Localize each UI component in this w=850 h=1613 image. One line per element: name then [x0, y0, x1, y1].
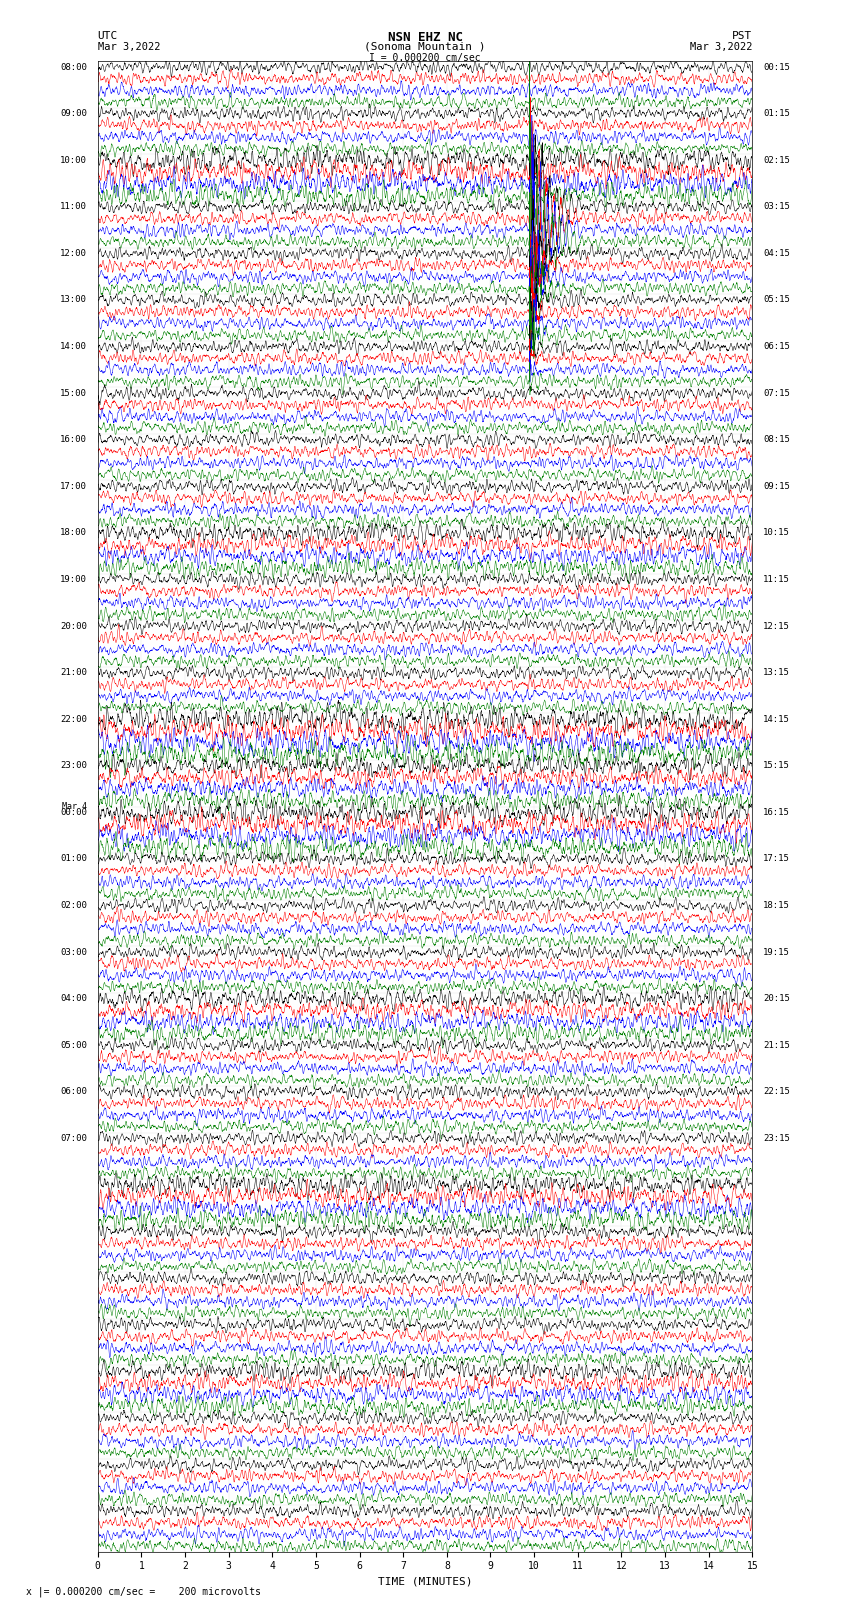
- Text: 17:00: 17:00: [60, 482, 87, 490]
- Text: UTC: UTC: [98, 31, 118, 40]
- Text: 04:15: 04:15: [763, 248, 790, 258]
- Text: NSN EHZ NC: NSN EHZ NC: [388, 31, 462, 44]
- Text: 21:15: 21:15: [763, 1040, 790, 1050]
- Text: 23:00: 23:00: [60, 761, 87, 771]
- Text: 12:00: 12:00: [60, 248, 87, 258]
- Text: 20:00: 20:00: [60, 621, 87, 631]
- Text: 00:00: 00:00: [60, 808, 87, 816]
- Text: 14:00: 14:00: [60, 342, 87, 352]
- Text: 01:15: 01:15: [763, 110, 790, 118]
- Text: (Sonoma Mountain ): (Sonoma Mountain ): [365, 42, 485, 52]
- Text: 14:15: 14:15: [763, 715, 790, 724]
- Text: 12:15: 12:15: [763, 621, 790, 631]
- Text: Mar 3,2022: Mar 3,2022: [98, 42, 161, 52]
- Text: 16:00: 16:00: [60, 436, 87, 444]
- Text: 08:15: 08:15: [763, 436, 790, 444]
- Text: 10:15: 10:15: [763, 529, 790, 537]
- Text: 11:15: 11:15: [763, 574, 790, 584]
- Text: Mar 4: Mar 4: [62, 802, 87, 811]
- Text: 13:15: 13:15: [763, 668, 790, 677]
- Text: 03:00: 03:00: [60, 947, 87, 957]
- Text: 07:15: 07:15: [763, 389, 790, 398]
- Text: 15:00: 15:00: [60, 389, 87, 398]
- Text: 22:00: 22:00: [60, 715, 87, 724]
- Text: 23:15: 23:15: [763, 1134, 790, 1144]
- Text: 18:15: 18:15: [763, 902, 790, 910]
- Text: 02:00: 02:00: [60, 902, 87, 910]
- Text: 06:00: 06:00: [60, 1087, 87, 1097]
- Text: 11:00: 11:00: [60, 202, 87, 211]
- Text: 03:15: 03:15: [763, 202, 790, 211]
- Text: 16:15: 16:15: [763, 808, 790, 816]
- Text: 19:15: 19:15: [763, 947, 790, 957]
- Text: 09:00: 09:00: [60, 110, 87, 118]
- Text: 08:00: 08:00: [60, 63, 87, 71]
- Text: x |= 0.000200 cm/sec =    200 microvolts: x |= 0.000200 cm/sec = 200 microvolts: [26, 1586, 260, 1597]
- Text: 17:15: 17:15: [763, 855, 790, 863]
- Text: I = 0.000200 cm/sec: I = 0.000200 cm/sec: [369, 53, 481, 63]
- Text: 15:15: 15:15: [763, 761, 790, 771]
- Text: 07:00: 07:00: [60, 1134, 87, 1144]
- Text: 20:15: 20:15: [763, 994, 790, 1003]
- Text: 13:00: 13:00: [60, 295, 87, 305]
- Text: 04:00: 04:00: [60, 994, 87, 1003]
- Text: 02:15: 02:15: [763, 156, 790, 165]
- Text: 19:00: 19:00: [60, 574, 87, 584]
- Text: Mar 3,2022: Mar 3,2022: [689, 42, 752, 52]
- Text: 06:15: 06:15: [763, 342, 790, 352]
- Text: PST: PST: [732, 31, 752, 40]
- Text: 18:00: 18:00: [60, 529, 87, 537]
- Text: 09:15: 09:15: [763, 482, 790, 490]
- Text: 00:15: 00:15: [763, 63, 790, 71]
- Text: 05:15: 05:15: [763, 295, 790, 305]
- Text: 21:00: 21:00: [60, 668, 87, 677]
- Text: 10:00: 10:00: [60, 156, 87, 165]
- Text: 22:15: 22:15: [763, 1087, 790, 1097]
- Text: 05:00: 05:00: [60, 1040, 87, 1050]
- Text: 01:00: 01:00: [60, 855, 87, 863]
- X-axis label: TIME (MINUTES): TIME (MINUTES): [377, 1578, 473, 1587]
